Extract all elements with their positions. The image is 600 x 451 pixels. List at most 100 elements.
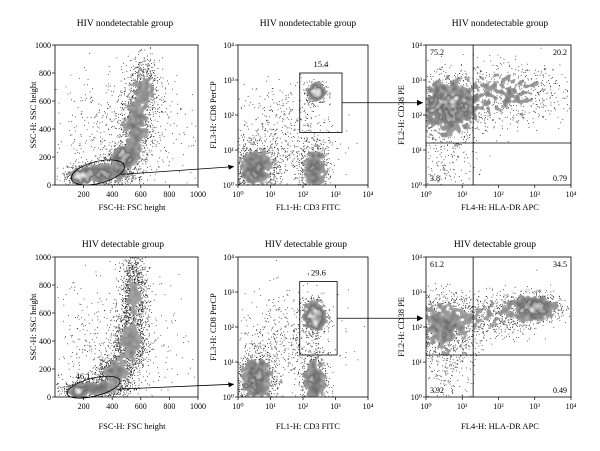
x-tick-label: 10⁰ <box>232 402 243 411</box>
x-axis-label: FL1-H: CD3 FITC <box>276 202 341 212</box>
x-tick-label: 10³ <box>330 190 341 199</box>
x-tick-label: 10³ <box>330 402 341 411</box>
x-tick-label: 600 <box>135 402 147 411</box>
y-tick-label: 10⁴ <box>411 41 422 50</box>
x-tick-label: 800 <box>163 402 175 411</box>
x-axis-label: FL4-H: HLA-DR APC <box>461 421 539 431</box>
panel-row-1-col-2: HIV nondetectable group FL1-H: CD3 FITC … <box>208 19 356 212</box>
y-tick-label: 10¹ <box>224 146 235 155</box>
y-tick-label: 10¹ <box>224 358 235 367</box>
y-tick-label: 10⁴ <box>223 253 234 262</box>
scatter-points <box>426 45 571 185</box>
y-tick-label: 400 <box>39 125 51 134</box>
y-tick-label: 800 <box>39 69 51 78</box>
y-tick-label: 0 <box>47 181 51 190</box>
y-tick-label: 10² <box>224 323 235 332</box>
gate-arrow <box>120 166 235 175</box>
gate-value: 15.4 <box>313 59 329 69</box>
x-tick-label: 1000 <box>190 190 206 199</box>
panel-row-2-col-1: HIV detectable group FSC-H: FSC height S… <box>28 240 166 431</box>
y-tick-label: 10¹ <box>412 358 423 367</box>
plot-A1: 200 400 600 800 1000 0 200 400 600 800 1000 <box>35 41 235 199</box>
y-tick-label: 400 <box>39 337 51 346</box>
y-axis-label: FL3-H: CD8 PerCP <box>208 293 218 361</box>
x-tick-label: 10¹ <box>265 190 276 199</box>
y-tick-label: 10³ <box>412 288 423 297</box>
x-tick-label: 10¹ <box>265 402 276 411</box>
scatter-points <box>55 45 198 185</box>
y-tick-label: 1000 <box>35 253 51 262</box>
x-tick-label: 10² <box>298 402 309 411</box>
x-tick-label: 10⁴ <box>566 190 577 199</box>
y-tick-label: 10² <box>224 111 235 120</box>
x-tick-label: 10³ <box>530 190 541 199</box>
panel-row-1-col-1: HIV nondetectable group FSC-H: FSC heigh… <box>28 19 173 212</box>
scatter-points <box>238 257 368 397</box>
plot-B1: 10⁰ 10¹ 10² 10³ 10⁴ 10⁰ 10¹ 10² 10³ 10⁴ 15.4 <box>223 41 423 199</box>
y-tick-label: 600 <box>39 309 51 318</box>
x-axis-label: FSC-H: FSC height <box>98 202 166 212</box>
quadrant-value-br: 0.49 <box>553 386 567 395</box>
y-tick-label: 10² <box>412 111 423 120</box>
x-tick-label: 10⁴ <box>363 402 374 411</box>
x-tick-label: 400 <box>106 190 118 199</box>
x-tick-label: 800 <box>163 190 175 199</box>
x-axis-label: FL4-H: HLA-DR APC <box>461 202 539 212</box>
x-tick-label: 400 <box>106 402 118 411</box>
x-tick-label: 10¹ <box>457 190 468 199</box>
y-tick-label: 200 <box>39 153 51 162</box>
panel-title: HIV detectable group <box>82 240 164 250</box>
x-tick-label: 10² <box>298 190 309 199</box>
x-tick-label: 200 <box>78 190 90 199</box>
y-tick-label: 10³ <box>224 288 235 297</box>
y-tick-label: 1000 <box>35 41 51 50</box>
quadrant-value-tr: 20.2 <box>553 48 567 57</box>
quadrant-value-tl: 61.2 <box>430 260 444 269</box>
quadrant-value-tl: 75.2 <box>430 48 444 57</box>
plot-B2: 10⁰ 10¹ 10² 10³ 10⁴ 10⁰ 10¹ 10² 10³ 10⁴ 29.6 <box>223 253 423 411</box>
quadrant-value-br: 0.79 <box>553 174 567 183</box>
y-tick-label: 10⁴ <box>223 41 234 50</box>
panel-title: HIV nondetectable group <box>260 19 357 29</box>
gate-value: 29.6 <box>311 268 326 278</box>
y-tick-label: 10⁰ <box>223 181 234 190</box>
plot-C1: 10⁰ 10¹ 10² 10³ 10⁴ 10⁰ 10¹ 10² 10³ 10⁴ 75.2 20.2 3.… <box>411 41 577 199</box>
panel-row-1-col-3: HIV nondetectable group FL4-H: HLA-DR AP… <box>396 19 548 212</box>
y-tick-label: 800 <box>39 281 51 290</box>
plot-C2: 10⁰ 10¹ 10² 10³ 10⁴ 10⁰ 10¹ 10² 10³ 10⁴ 61.2 34.5 3.… <box>411 253 577 411</box>
panel-title: HIV detectable group <box>454 240 536 250</box>
lymphocyte-gate <box>71 159 125 186</box>
y-tick-label: 10³ <box>412 76 423 85</box>
quadrant-value-bl: 3.92 <box>430 386 444 395</box>
panel-row-2-col-3: HIV detectable group FL4-H: HLA-DR APC F… <box>396 240 539 431</box>
x-tick-label: 10¹ <box>457 402 468 411</box>
x-tick-label: 1000 <box>190 402 206 411</box>
x-tick-label: 10⁰ <box>420 402 431 411</box>
gate-arrow <box>116 383 235 390</box>
plot-A2: 200 400 600 800 1000 0 200 400 600 800 1000 46.1 <box>35 253 235 411</box>
x-axis-label: FL1-H: CD3 FITC <box>276 421 341 431</box>
x-tick-label: 10² <box>493 402 504 411</box>
x-axis-label: FSC-H: FSC height <box>98 421 166 431</box>
x-tick-label: 10³ <box>530 402 541 411</box>
y-axis-label: SSC-H: SSC height <box>28 293 38 361</box>
x-tick-label: 200 <box>78 402 90 411</box>
x-tick-label: 10⁴ <box>363 190 374 199</box>
y-tick-label: 0 <box>47 393 51 402</box>
panel-title: HIV detectable group <box>265 240 347 250</box>
scatter-points <box>238 45 368 185</box>
quadrant-value-bl: 3.8 <box>430 174 440 183</box>
y-tick-label: 10⁰ <box>411 393 422 402</box>
x-tick-label: 10⁰ <box>420 190 431 199</box>
plot-frame <box>54 44 199 186</box>
quadrant-value-tr: 34.5 <box>553 260 567 269</box>
y-tick-label: 10⁰ <box>223 393 234 402</box>
plot-frame <box>54 256 199 398</box>
scatter-points <box>55 257 198 397</box>
y-axis-label: SSC-H: SSC height <box>28 81 38 149</box>
y-axis-label: FL3-H: CD8 PerCP <box>208 81 218 149</box>
panel-title: HIV nondetectable group <box>77 19 174 29</box>
y-tick-label: 10⁰ <box>411 181 422 190</box>
